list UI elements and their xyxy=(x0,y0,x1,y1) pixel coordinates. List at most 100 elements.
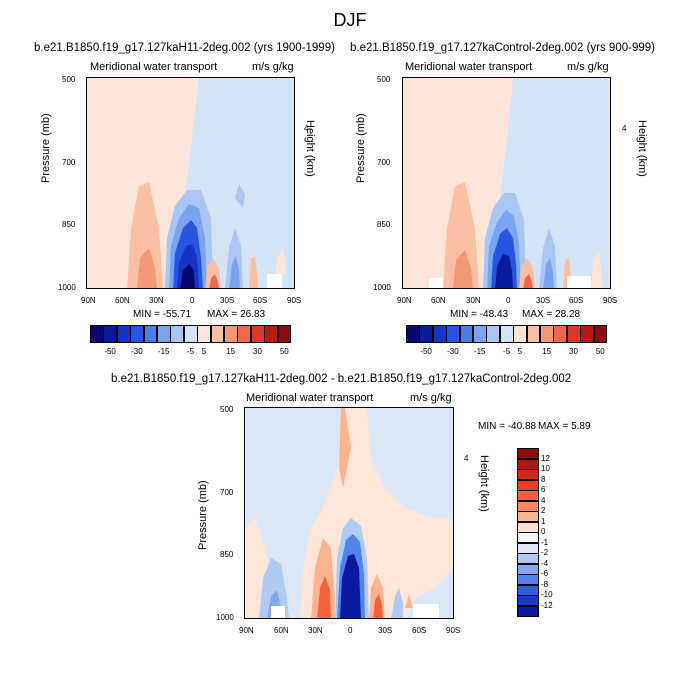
panel-b-xtick: 90N xyxy=(397,296,412,305)
colorbar-label: -30 xyxy=(131,347,143,356)
panel-a-xtick: 0 xyxy=(190,296,195,305)
colorbar-diff-label: -12 xyxy=(541,600,553,610)
panel-a-xtick: 30N xyxy=(149,296,164,305)
panel-b-missing-n xyxy=(429,278,443,288)
colorbar-label: 50 xyxy=(279,347,289,356)
panel-a-pos-30n xyxy=(127,182,163,288)
colorbar-cell xyxy=(526,325,541,343)
colorbar-diff-cell xyxy=(517,511,539,522)
colorbar-cell xyxy=(264,325,279,343)
panel-b-xtick: 90S xyxy=(603,296,618,305)
colorbar-diff-label: 12 xyxy=(541,453,550,463)
colorbar-diff-cell xyxy=(517,500,539,512)
colorbar-diff-label: -8 xyxy=(541,579,549,589)
panel-b-xtick: 0 xyxy=(506,296,511,305)
colorbar-diff-label: -6 xyxy=(541,569,549,578)
panel-c-missing-n xyxy=(271,606,285,618)
panel-b-bg-blue xyxy=(500,78,610,288)
colorbar-cell xyxy=(446,325,461,343)
panel-a-title: b.e21.B1850.f19_g17.127kaH11-2deg.002 (y… xyxy=(34,42,335,54)
panel-c-max: MAX = 5.89 xyxy=(538,421,591,432)
panel-a-neg-core xyxy=(180,264,195,288)
colorbar-label: 15 xyxy=(226,347,236,356)
colorbar-diff-cell xyxy=(517,532,539,543)
colorbar-cell xyxy=(459,325,474,343)
colorbar-cell xyxy=(224,325,238,343)
panel-b-ytick: 700 xyxy=(377,158,391,167)
panel-b-neg-30s-inner xyxy=(543,258,554,288)
colorbar-cell xyxy=(593,325,608,343)
colorbar-cell xyxy=(90,325,104,343)
colorbar-diff-cell xyxy=(517,595,539,606)
panel-b-neg-core xyxy=(495,254,513,288)
colorbar-cell xyxy=(277,325,292,343)
panel-a-units-label: m/s g/kg xyxy=(252,61,294,73)
panel-c-neg-core xyxy=(340,554,361,618)
panel-c-xtick: 90N xyxy=(239,626,254,635)
panel-a-ytick: 700 xyxy=(62,158,76,167)
panel-b-ytick: 850 xyxy=(377,220,391,229)
panel-a-plot xyxy=(86,77,295,289)
colorbar-diff-cell xyxy=(517,479,539,491)
colorbar-cell xyxy=(566,325,581,343)
panel-a-neg-30s-inner xyxy=(229,256,240,288)
colorbar-label: -50 xyxy=(420,347,432,356)
panel-a-xtick: 90N xyxy=(81,296,96,305)
colorbar-diff-cell xyxy=(517,584,539,596)
panel-c-ytick: 1000 xyxy=(216,613,234,622)
panel-c-missing-s xyxy=(413,604,439,618)
colorbar-diff-cell xyxy=(517,490,539,501)
colorbar-cell xyxy=(499,325,514,343)
colorbar-label: -15 xyxy=(157,347,170,356)
panel-b-plot xyxy=(402,77,611,289)
panel-c-xtick: 90S xyxy=(446,626,461,635)
panel-b-xtick: 60N xyxy=(431,296,446,305)
panel-b-right-label: Height (km) xyxy=(636,120,648,177)
panel-c-right-label: Height (km) xyxy=(478,455,490,512)
colorbar-diff xyxy=(517,448,539,617)
panel-c-pos-30n-inner xyxy=(317,576,331,618)
colorbar-a xyxy=(90,325,292,343)
panel-c-ytick: 500 xyxy=(220,405,234,414)
colorbar-label: -5 xyxy=(502,347,511,356)
panel-a-ylabel: Pressure (mb) xyxy=(40,113,52,183)
colorbar-diff-cell xyxy=(517,574,539,585)
panel-a-bg-blue xyxy=(185,78,294,288)
panel-c-neg-30s xyxy=(391,588,403,618)
panel-c-pos-upper xyxy=(339,408,351,488)
colorbar-diff-label: -4 xyxy=(541,558,549,568)
colorbar-diff-cell xyxy=(517,563,539,575)
panel-a-right-tick: 4 xyxy=(304,124,309,133)
panel-b-pos-eq-inner xyxy=(523,274,533,288)
colorbar-cell xyxy=(130,325,145,343)
colorbar-cell xyxy=(580,325,595,343)
panel-c-ylabel: Pressure (mb) xyxy=(197,480,209,550)
colorbar-cell xyxy=(250,325,265,343)
colorbar-a-labels: -50 -30 -15 -5 5 15 30 50 xyxy=(90,347,291,359)
colorbar-diff-label: 1 xyxy=(541,516,546,526)
colorbar-label: -15 xyxy=(473,347,486,356)
panel-b-units-label: m/s g/kg xyxy=(567,61,609,73)
colorbar-cell xyxy=(513,325,528,343)
panel-a-variable-label: Meridional water transport xyxy=(90,61,218,73)
panel-a-contours xyxy=(87,78,294,288)
colorbar-diff-label: -10 xyxy=(541,590,553,599)
figure-title: DJF xyxy=(333,10,367,30)
colorbar-cell xyxy=(197,325,212,343)
colorbar-cell xyxy=(170,325,185,343)
colorbar-diff-label: 4 xyxy=(541,495,546,505)
panel-b-max: MAX = 28.28 xyxy=(522,309,581,320)
panel-a-ytick: 500 xyxy=(62,75,76,84)
colorbar-diff-cell xyxy=(517,521,539,533)
colorbar-cell xyxy=(157,325,171,343)
colorbar-label: 5 xyxy=(517,347,523,356)
panel-c-xtick: 60N xyxy=(274,626,289,635)
panel-c-variable-label: Meridional water transport xyxy=(246,392,374,404)
panel-b-xtick: 30S xyxy=(536,296,551,305)
colorbar-b xyxy=(406,325,608,343)
panel-b-contours xyxy=(403,78,610,288)
panel-b-variable-label: Meridional water transport xyxy=(405,61,533,73)
panel-a-ytick: 850 xyxy=(62,220,76,229)
panel-b-xtick: 30N xyxy=(466,296,481,305)
panel-c-plot xyxy=(244,407,454,619)
